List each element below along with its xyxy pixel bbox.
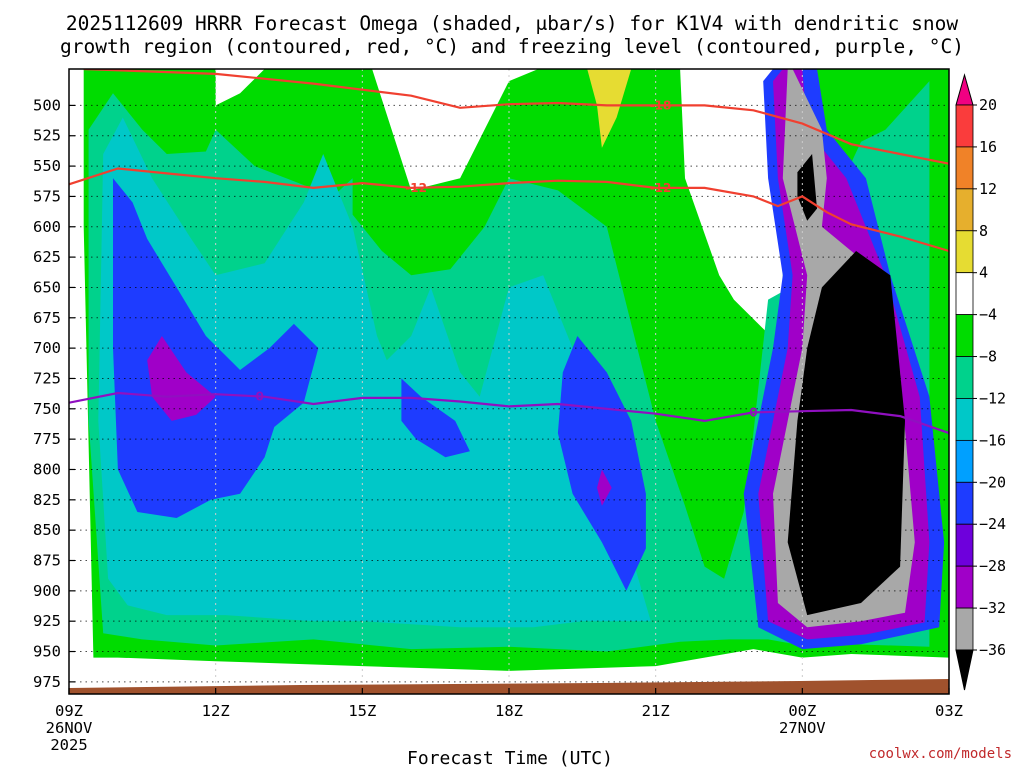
colorbar-segment (955, 523, 974, 567)
ground-terrain (69, 679, 949, 694)
contour-label: 0 (255, 389, 263, 403)
x-tick-sublabel: 27NOV (779, 719, 826, 737)
y-tick-label: 650 (33, 278, 61, 296)
colorbar-arrow-bottom (955, 649, 974, 691)
colorbar-tick-label: −16 (979, 431, 1006, 449)
dgz-contour-minus18 (83, 69, 949, 165)
y-tick-label: 825 (33, 491, 61, 509)
y-tick-label: 700 (33, 339, 61, 357)
colorbar-tick-label: −12 (979, 389, 1006, 407)
plot-area: -18 -12 -12 0 0 (69, 69, 949, 694)
colorbar-tick-label: −8 (979, 348, 997, 366)
omega-region (98, 117, 651, 628)
chart-title-line1: 2025112609 HRRR Forecast Omega (shaded, … (66, 12, 958, 35)
colorbar-arrow-top (955, 73, 974, 106)
credit-text: coolwx.com/models (869, 746, 1012, 762)
x-tick-label: 00Z (788, 702, 816, 720)
colorbar-segment (955, 565, 974, 609)
colorbar-segment (955, 188, 974, 232)
colorbar-segment (955, 356, 974, 399)
x-tick-label: 09Z (55, 702, 83, 720)
colorbar-segment (955, 607, 974, 651)
omega-core-region (787, 251, 905, 616)
y-tick-label: 975 (33, 673, 61, 691)
x-tick-label: 15Z (348, 702, 376, 720)
x-tick-year: 2025 (50, 736, 87, 754)
x-tick-label: 18Z (495, 702, 523, 720)
omega-region (147, 336, 216, 421)
y-tick-label: 850 (33, 521, 61, 539)
y-tick-label: 900 (33, 582, 61, 600)
y-tick-label: 525 (33, 127, 61, 145)
colorbar-segment (955, 272, 974, 316)
colorbar-segment (955, 104, 974, 148)
grid-lines (69, 69, 949, 694)
colorbar-tick-label: 8 (979, 222, 988, 240)
y-tick-label: 750 (33, 400, 61, 418)
colorbar-segment (955, 314, 974, 357)
x-tick-label: 12Z (202, 702, 230, 720)
y-tick-label: 500 (33, 96, 61, 114)
colorbar-tick-label: −36 (979, 641, 1006, 659)
y-tick-label: 875 (33, 552, 61, 570)
colorbar-tick-label: −20 (979, 473, 1006, 491)
contour-label: -12 (405, 181, 427, 195)
omega-shading (83, 69, 949, 671)
x-tick-label: 21Z (642, 702, 670, 720)
y-tick-label: 775 (33, 430, 61, 448)
chart-title-line2: growth region (contoured, red, °C) and f… (60, 35, 964, 58)
freezing-level-contour (69, 391, 949, 435)
colorbar-tick-label: −28 (979, 557, 1006, 575)
contour-label: -12 (650, 181, 672, 195)
y-tick-label: 725 (33, 369, 61, 387)
y-tick-label: 675 (33, 309, 61, 327)
contour-label: -18 (650, 98, 672, 112)
colorbar-segment (955, 398, 974, 441)
colorbar-tick-label: −4 (979, 306, 997, 324)
y-tick-label: 575 (33, 187, 61, 205)
colorbar-segment (955, 146, 974, 190)
x-tick-sublabel: 26NOV (46, 719, 93, 737)
colorbar-tick-label: 16 (979, 138, 997, 156)
colorbar-tick-label: 4 (979, 264, 988, 282)
y-tick-label: 950 (33, 643, 61, 661)
colorbar: 20 16 12 8 4 −4 −8 −12 −16 −20 −24 −28 −32 −36 (955, 73, 1006, 691)
omega-region (597, 469, 612, 506)
x-tick-label: 03Z (935, 702, 963, 720)
y-tick-label: 550 (33, 157, 61, 175)
omega-positive-region (587, 69, 632, 148)
x-axis-label: Forecast Time (UTC) (407, 748, 613, 768)
y-tick-label: 625 (33, 248, 61, 266)
y-axis: 500 525 550 575 600 625 650 675 700 725 750 775 800 8… (33, 96, 75, 691)
contours: -18 -12 -12 0 0 (69, 69, 949, 435)
omega-region (557, 336, 646, 591)
colorbar-tick-label: −32 (979, 599, 1006, 617)
colorbar-tick-label: 12 (979, 180, 997, 198)
dgz-contour-minus12 (69, 167, 949, 253)
contour-label: 0 (749, 405, 757, 419)
colorbar-segment (955, 439, 974, 483)
y-tick-label: 800 (33, 460, 61, 478)
colorbar-segment (955, 230, 974, 274)
y-tick-label: 600 (33, 218, 61, 236)
colorbar-segment (955, 481, 974, 525)
colorbar-tick-label: 20 (979, 96, 997, 114)
y-tick-label: 925 (33, 612, 61, 630)
colorbar-tick-label: −24 (979, 515, 1006, 533)
omega-region (113, 178, 319, 518)
